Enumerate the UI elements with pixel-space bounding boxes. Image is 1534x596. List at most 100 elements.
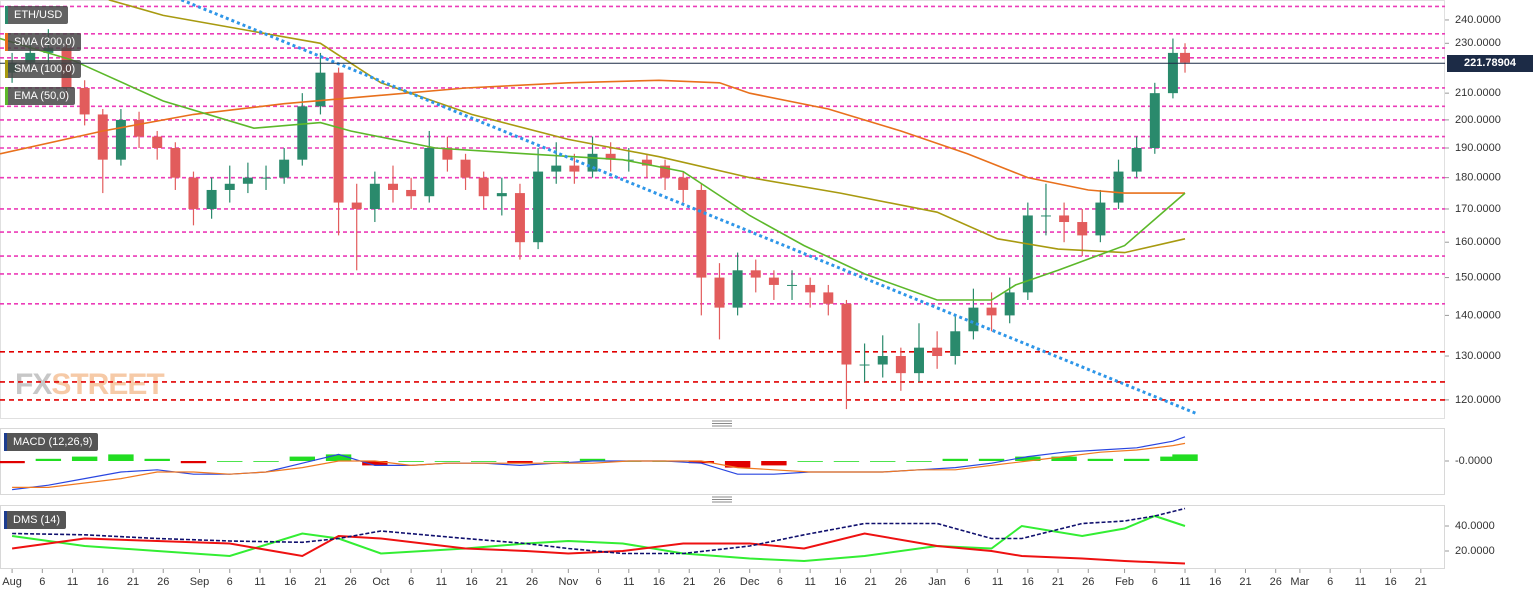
dms-line <box>12 507 1186 555</box>
candle-body <box>823 292 834 304</box>
x-tick-label: 26 <box>1082 576 1094 588</box>
x-tick-label: 11 <box>804 576 815 588</box>
candle-body <box>750 270 761 278</box>
last-price: 221.78904 <box>1447 54 1533 72</box>
y-tick-label: -0.0000 <box>1455 455 1492 467</box>
macd-plot <box>0 436 1198 491</box>
candle-body <box>279 159 290 178</box>
candle-body <box>932 347 943 357</box>
candle-body <box>714 277 725 308</box>
candle-body <box>25 52 36 63</box>
dms-panel <box>0 505 1445 569</box>
x-tick-label: 21 <box>683 576 695 588</box>
candle-body <box>1113 171 1124 203</box>
histogram-bar <box>543 461 569 462</box>
x-tick-label: 6 <box>1152 576 1158 588</box>
x-tick-label: 16 <box>653 576 665 588</box>
watermark-fx: FX <box>15 368 52 401</box>
legend-swatch <box>5 33 8 51</box>
x-tick-label: 26 <box>157 576 169 588</box>
candle-body <box>188 177 199 209</box>
moving-average <box>108 0 1186 254</box>
x-tick-label: 26 <box>1270 576 1282 588</box>
x-tick-label: 21 <box>865 576 877 588</box>
watermark: FXSTREET <box>15 368 164 401</box>
x-tick-label: 11 <box>623 576 634 588</box>
dms-label: DMS (14) <box>4 511 67 529</box>
histogram-bar <box>579 458 606 461</box>
candle-body <box>1167 52 1178 94</box>
candle-body <box>678 177 689 190</box>
candle-body <box>206 189 217 209</box>
candle-body <box>732 270 743 308</box>
candle-body <box>388 183 398 190</box>
histogram-bar <box>761 461 787 466</box>
macd-line <box>12 436 1186 491</box>
x-tick-label: 21 <box>127 576 139 588</box>
legend-text: EMA (50,0) <box>14 90 70 102</box>
x-tick-label: 21 <box>1415 576 1427 588</box>
histogram-bar <box>217 461 243 462</box>
x-tick-label: Mar <box>1290 576 1309 588</box>
histogram-bar <box>35 458 62 461</box>
candle-body <box>134 119 145 137</box>
legend-entry: SMA (100,0) <box>5 60 82 78</box>
candle-body <box>1022 215 1033 293</box>
candle-body <box>115 119 126 160</box>
histogram-bar <box>325 454 352 461</box>
x-tick-label: 6 <box>408 576 414 588</box>
y-tick-label: 140.0000 <box>1455 309 1501 321</box>
histogram-bar <box>180 461 207 464</box>
legend-entry: SMA (200,0) <box>5 33 82 51</box>
x-tick-label: Oct <box>372 576 389 588</box>
histogram-bar <box>398 461 424 462</box>
dms-line <box>11 532 1186 565</box>
candle-body <box>805 284 816 293</box>
y-tick-label: 160.0000 <box>1455 236 1501 248</box>
legend-swatch <box>5 87 8 105</box>
x-tick-label: 16 <box>97 576 109 588</box>
legend-entry: EMA (50,0) <box>5 87 76 105</box>
panel-grip[interactable] <box>712 496 732 503</box>
candle-body <box>551 165 562 172</box>
histogram-bar <box>507 461 533 464</box>
histogram-bar <box>688 461 715 464</box>
candle-body <box>641 159 652 166</box>
histogram-bar <box>724 461 751 468</box>
x-tick-label: Dec <box>740 576 760 588</box>
candle-body <box>261 177 272 179</box>
candle-body <box>442 148 453 160</box>
candle-body <box>768 277 779 285</box>
macd-label: MACD (12,26,9) <box>4 433 99 451</box>
legend-entry: ETH/USD <box>5 6 69 24</box>
candle-body <box>877 356 888 365</box>
histogram-bar <box>797 461 823 462</box>
watermark-street: STREET <box>51 368 164 401</box>
histogram-bar <box>108 454 134 461</box>
candle-body <box>950 331 961 357</box>
candle-body <box>1095 202 1106 236</box>
candle-body <box>1059 215 1070 223</box>
legend-text: ETH/USD <box>14 9 63 21</box>
x-tick-label: 6 <box>777 576 783 588</box>
histogram-bar <box>253 461 279 462</box>
x-tick-label: 26 <box>895 576 907 588</box>
candle-body <box>587 153 598 172</box>
histogram-bar <box>71 456 98 461</box>
y-tick-label: 20.0000 <box>1455 545 1495 557</box>
y-tick-label: 170.0000 <box>1455 203 1501 215</box>
candle-body <box>1077 222 1088 236</box>
y-tick-label: 40.0000 <box>1455 520 1495 532</box>
candle-body <box>533 171 544 243</box>
candle-body <box>297 106 308 160</box>
candle-body <box>97 114 108 160</box>
legend-text: SMA (100,0) <box>14 63 76 75</box>
x-tick-label: 11 <box>1355 576 1366 588</box>
candle-body <box>841 303 852 365</box>
panel-grip[interactable] <box>712 420 732 427</box>
histogram-bar <box>434 461 461 462</box>
x-tick-label: 16 <box>834 576 846 588</box>
legend-swatch <box>5 60 8 78</box>
